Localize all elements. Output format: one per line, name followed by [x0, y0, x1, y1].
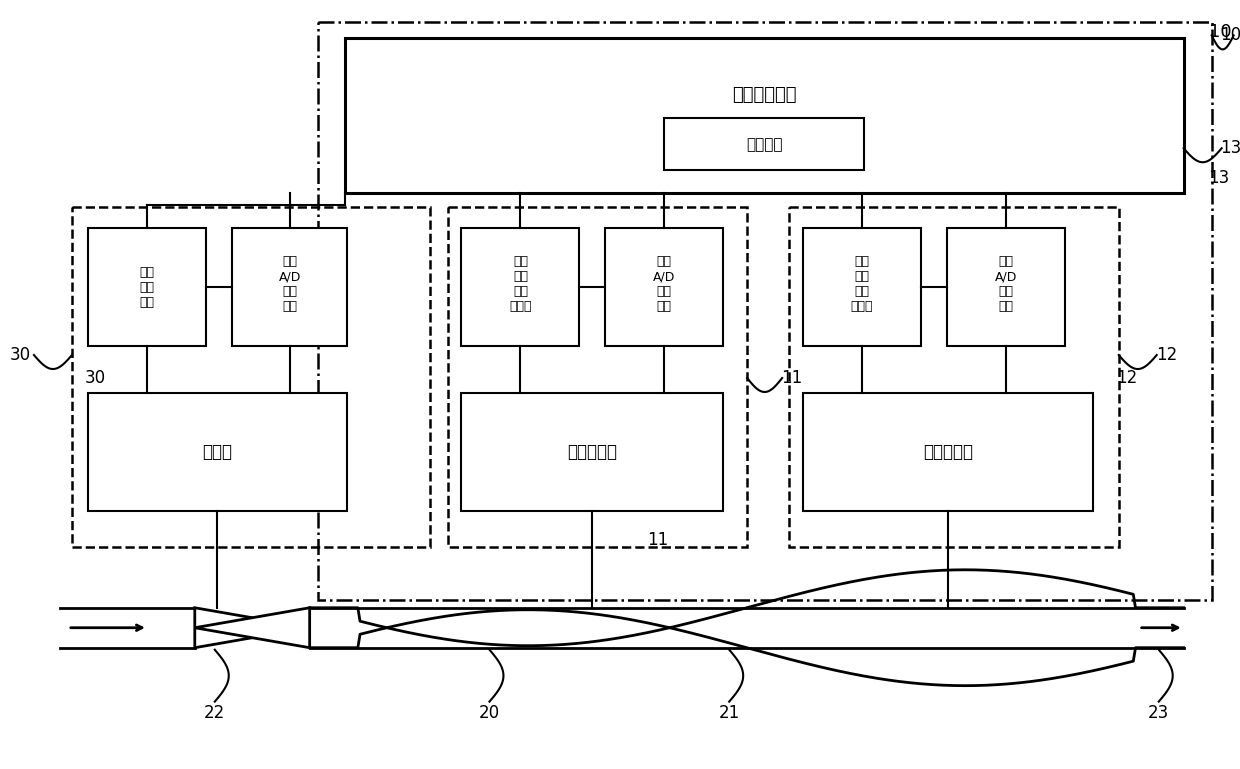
- Text: 22: 22: [205, 704, 226, 721]
- Bar: [345, 38, 1184, 193]
- Polygon shape: [195, 608, 310, 647]
- Text: 流量计算单元: 流量计算单元: [732, 86, 796, 105]
- Text: 第一
传感
器驱
动电路: 第一 传感 器驱 动电路: [510, 255, 532, 313]
- Text: 21: 21: [718, 704, 740, 721]
- Text: 11: 11: [646, 531, 668, 549]
- Bar: [448, 207, 748, 547]
- Text: 反串
驱动
电路: 反串 驱动 电路: [139, 265, 154, 308]
- Text: 13: 13: [1208, 169, 1229, 187]
- Bar: [947, 228, 1065, 346]
- Bar: [461, 228, 579, 346]
- Text: 第二
传感
器驱
动电路: 第二 传感 器驱 动电路: [851, 255, 873, 313]
- Text: 13: 13: [1220, 139, 1240, 157]
- Text: 控制模块: 控制模块: [746, 137, 782, 151]
- Bar: [88, 393, 347, 511]
- Text: 第二
A/D
转换
电路: 第二 A/D 转换 电路: [279, 255, 301, 313]
- Text: 12: 12: [1116, 369, 1137, 387]
- Text: 11: 11: [781, 369, 802, 387]
- Bar: [605, 228, 723, 346]
- Text: 第一
A/D
转换
电路: 第一 A/D 转换 电路: [653, 255, 676, 313]
- Bar: [665, 118, 864, 170]
- Text: 第二
A/D
转换
电路: 第二 A/D 转换 电路: [994, 255, 1017, 313]
- Text: 第一传感器: 第一传感器: [568, 443, 618, 461]
- Polygon shape: [195, 608, 310, 647]
- Text: 10: 10: [1220, 26, 1240, 45]
- Bar: [804, 228, 921, 346]
- Bar: [789, 207, 1118, 547]
- Text: 12: 12: [1156, 346, 1177, 364]
- Text: 30: 30: [84, 369, 107, 387]
- Bar: [232, 228, 347, 346]
- Text: 20: 20: [479, 704, 500, 721]
- Text: 30: 30: [10, 346, 31, 364]
- Text: 10: 10: [1209, 23, 1233, 42]
- Bar: [317, 22, 1211, 600]
- Bar: [804, 393, 1092, 511]
- Text: 压电阀: 压电阀: [202, 443, 232, 461]
- Text: 第二传感器: 第二传感器: [923, 443, 973, 461]
- Text: 23: 23: [1148, 704, 1169, 721]
- Bar: [461, 393, 723, 511]
- Bar: [72, 207, 429, 547]
- Bar: [88, 228, 206, 346]
